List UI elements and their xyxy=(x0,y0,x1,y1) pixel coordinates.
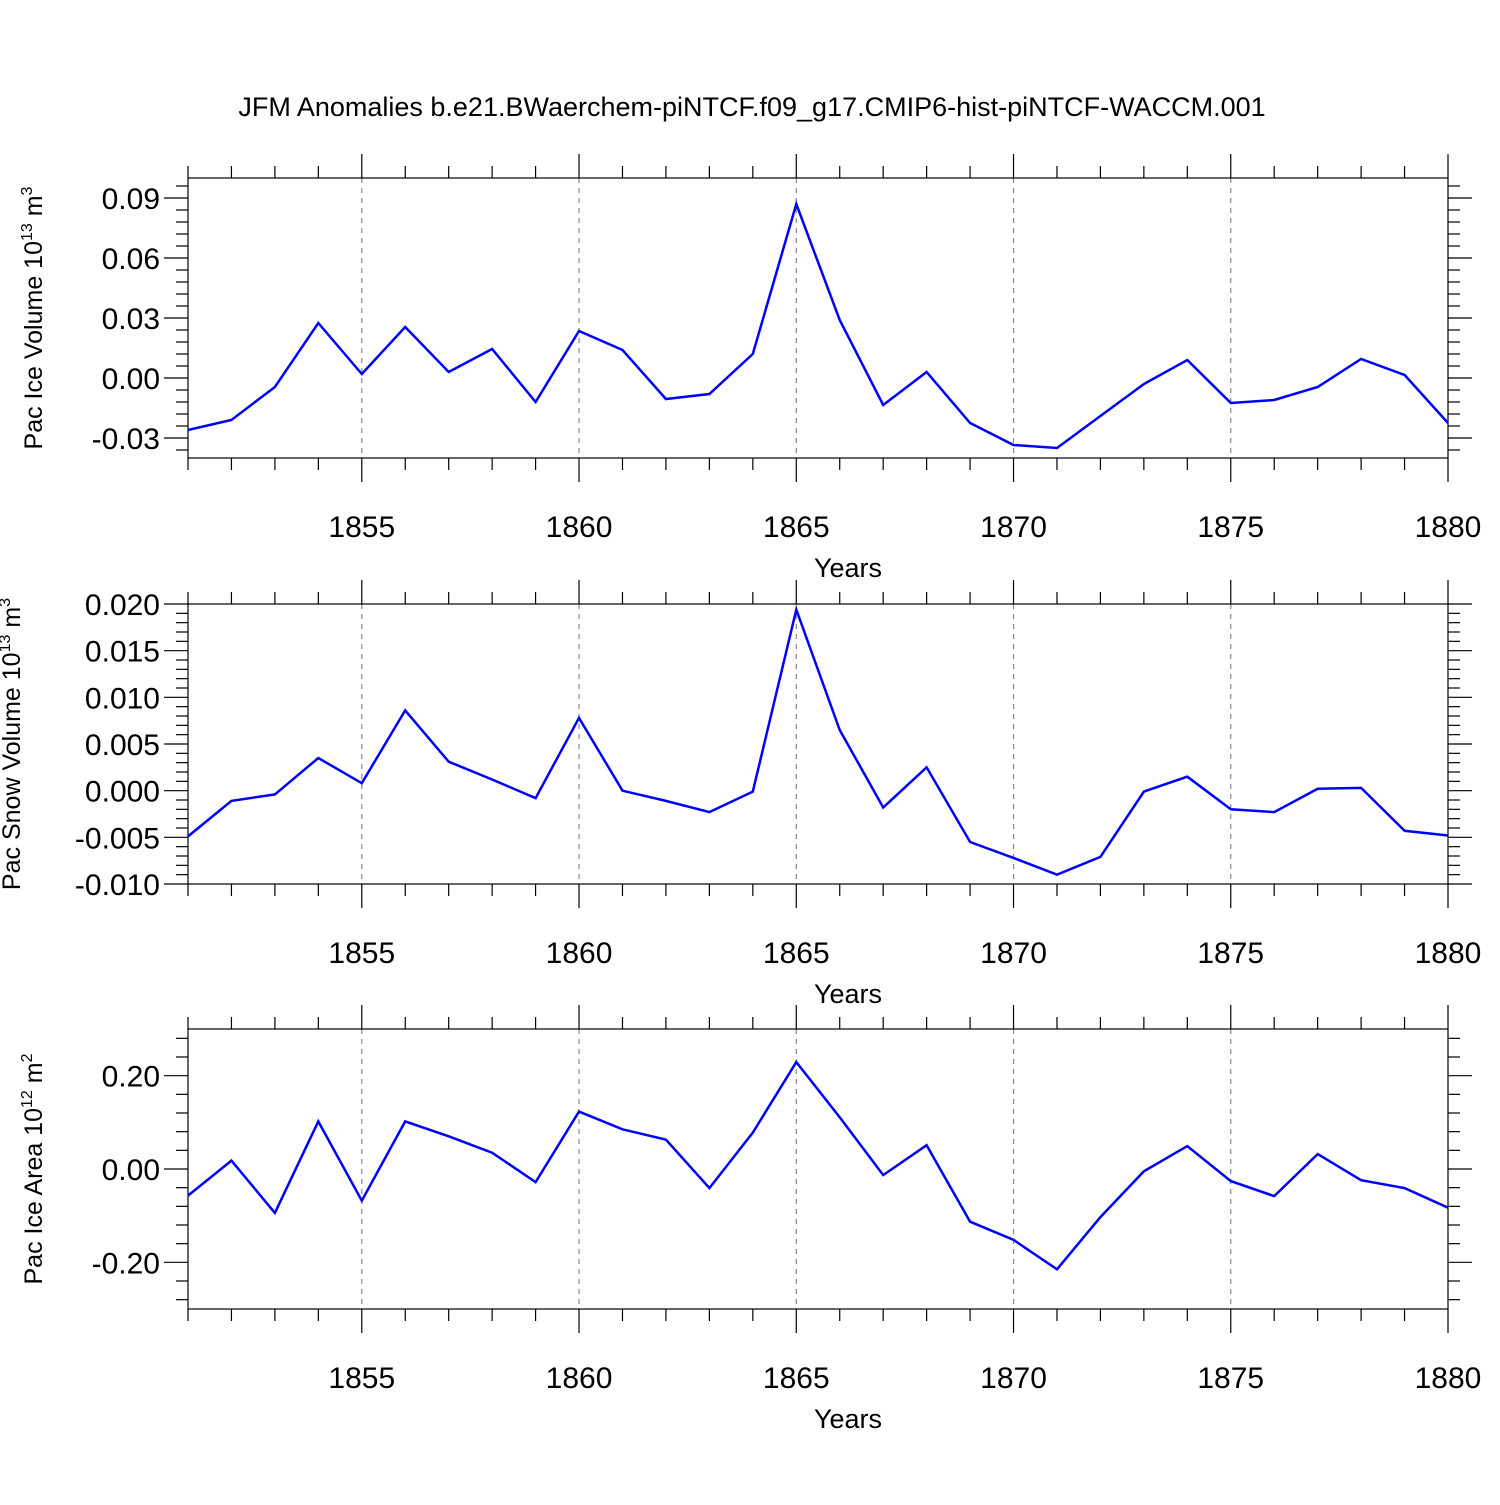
series-line xyxy=(187,605,1449,877)
x-axis-label: Years xyxy=(814,979,882,1009)
y-tick-label: 0.00 xyxy=(102,363,160,396)
y-tick-label: -0.010 xyxy=(75,869,160,902)
x-tick-label: 1880 xyxy=(1415,511,1482,544)
y-tick-label: 0.00 xyxy=(102,1154,160,1187)
x-tick-label: 1855 xyxy=(328,937,395,970)
series-line xyxy=(187,200,1449,450)
y-tick-label: -0.03 xyxy=(92,423,160,456)
panel-1: -0.03 0.00 0.03 0.06 0.09 1855 1860 1865 1870 187… xyxy=(19,154,1481,583)
y-tick-label: -0.20 xyxy=(92,1247,160,1280)
chart-title: JFM Anomalies b.e21.BWaerchem-piNTCF.f09… xyxy=(238,92,1265,122)
x-tick-label: 1860 xyxy=(546,1362,613,1395)
x-tick-label: 1855 xyxy=(328,1362,395,1395)
x-tick-label: 1865 xyxy=(763,1362,830,1395)
series-line xyxy=(187,1059,1449,1271)
y-tick-label: 0.020 xyxy=(85,589,160,622)
x-tick-label: 1870 xyxy=(980,1362,1047,1395)
plot-frame xyxy=(187,1028,1449,1310)
x-tick-label: 1870 xyxy=(980,937,1047,970)
x-tick-label: 1880 xyxy=(1415,1362,1482,1395)
x-axis-label: Years xyxy=(814,1404,882,1434)
x-tick-label: 1855 xyxy=(328,511,395,544)
y-axis-label: Pac Ice Area 1012 m2 xyxy=(19,1053,48,1284)
x-tick-label: 1880 xyxy=(1415,937,1482,970)
plot-frame xyxy=(187,177,1449,459)
x-tick-label: 1870 xyxy=(980,511,1047,544)
x-tick-label: 1875 xyxy=(1197,511,1264,544)
y-axis-label: Pac Snow Volume 1013 m3 xyxy=(0,598,26,890)
x-tick-label: 1860 xyxy=(546,511,613,544)
x-tick-label: 1875 xyxy=(1197,1362,1264,1395)
y-tick-label: 0.06 xyxy=(102,243,160,276)
x-tick-label: 1865 xyxy=(763,511,830,544)
panel-2: -0.010 -0.005 0.000 0.005 0.010 0.015 0.020 185… xyxy=(0,580,1481,1009)
y-tick-label: -0.005 xyxy=(75,822,160,855)
x-tick-label: 1865 xyxy=(763,937,830,970)
plot-frame xyxy=(187,603,1449,885)
y-tick-label: 0.000 xyxy=(85,776,160,809)
x-axis-label: Years xyxy=(814,553,882,583)
x-tick-label: 1860 xyxy=(546,937,613,970)
y-tick-label: 0.09 xyxy=(102,183,160,216)
y-tick-label: 0.20 xyxy=(102,1061,160,1094)
y-tick-label: 0.015 xyxy=(85,636,160,669)
y-tick-label: 0.010 xyxy=(85,682,160,715)
y-tick-label: 0.005 xyxy=(85,729,160,762)
y-axis-label: Pac Ice Volume 1013 m3 xyxy=(19,186,48,449)
y-tick-label: 0.03 xyxy=(102,303,160,336)
x-tick-label: 1875 xyxy=(1197,937,1264,970)
panel-3: -0.20 0.00 0.20 1855 1860 1865 1870 1875 1880 Yea… xyxy=(19,1005,1481,1434)
